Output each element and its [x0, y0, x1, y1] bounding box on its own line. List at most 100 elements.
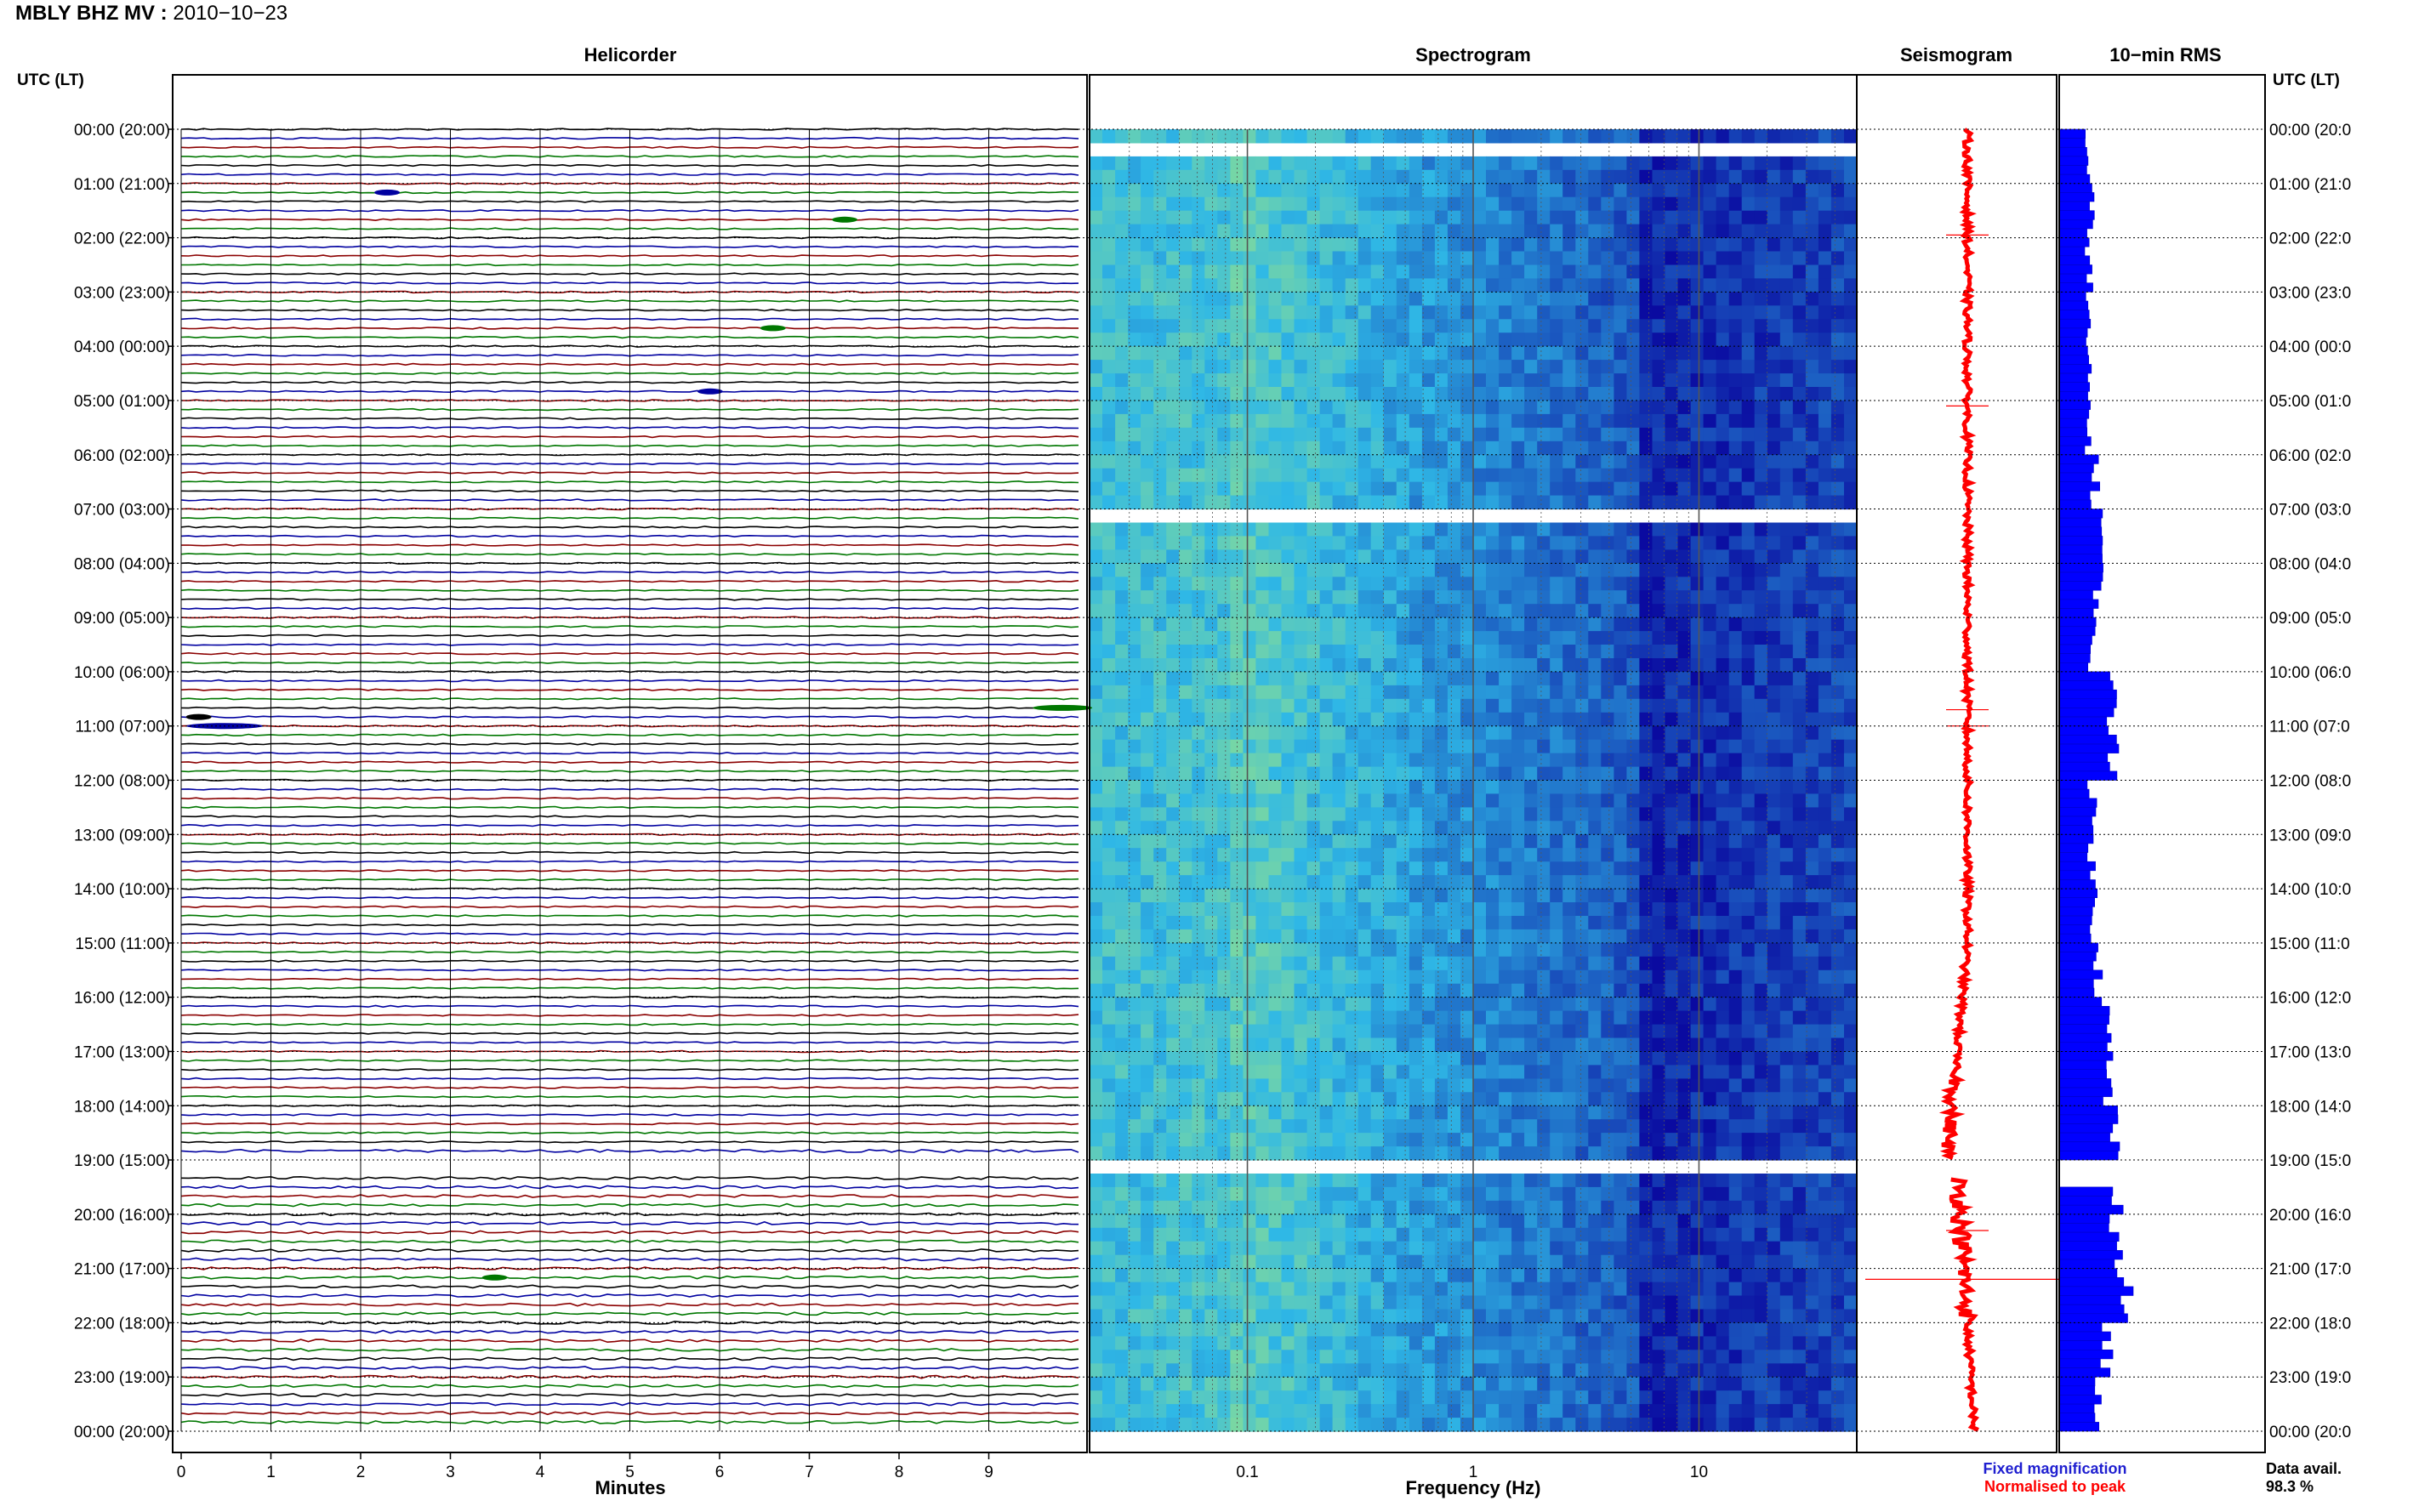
spectrogram-cell [1499, 956, 1512, 971]
spectrogram-cell [1128, 956, 1141, 971]
spectrogram-cell [1677, 264, 1692, 279]
spectrogram-cell [1614, 1268, 1627, 1283]
spectrogram-cell [1473, 861, 1487, 876]
spectrogram-cell [1779, 522, 1794, 537]
spectrogram-cell [1767, 495, 1781, 510]
spectrogram-cell [1383, 1282, 1397, 1297]
spectrogram-cell [1779, 319, 1794, 333]
spectrogram-cell [1537, 224, 1551, 239]
spectrogram-cell [1153, 577, 1167, 591]
spectrogram-cell [1805, 1092, 1819, 1106]
spectrogram-cell [1550, 1282, 1563, 1297]
spectrogram-cell [1754, 916, 1768, 930]
spectrogram-cell [1204, 210, 1218, 225]
spectrogram-cell [1255, 1065, 1269, 1079]
spectrogram-cell [1230, 333, 1244, 347]
spectrogram-cell [1370, 169, 1385, 185]
spectrogram-cell [1383, 196, 1397, 212]
spectrogram-cell [1421, 563, 1436, 577]
spectrogram-cell [1550, 577, 1563, 591]
spectrogram-cell [1460, 861, 1474, 876]
spectrogram-cell [1153, 1010, 1167, 1026]
spectrogram-cell [1588, 495, 1602, 510]
spectrogram-cell [1115, 942, 1129, 958]
spectrogram-cell [1703, 387, 1717, 401]
spectrogram-cell [1383, 658, 1397, 673]
spectrogram-cell [1575, 264, 1589, 279]
spectrogram-cell [1447, 1174, 1461, 1188]
spectrogram-cell [1614, 1092, 1627, 1106]
spectrogram-cell [1728, 278, 1743, 293]
spectrogram-cell [1460, 1024, 1474, 1039]
spectrogram-cell [1217, 1037, 1231, 1052]
spectrogram-cell [1204, 495, 1218, 510]
spectrogram-cell [1115, 1106, 1129, 1120]
spectrogram-cell [1511, 427, 1525, 442]
spectrogram-cell [1677, 1010, 1692, 1026]
spectrogram-cell [1741, 1024, 1756, 1039]
spectrogram-cell [1396, 237, 1410, 253]
spectrogram-cell [1601, 1133, 1614, 1147]
spectrogram-cell [1639, 224, 1653, 239]
spectrogram-cell [1575, 373, 1589, 388]
spectrogram-cell [1421, 1200, 1436, 1215]
spectrogram-cell [1141, 997, 1154, 1012]
spectrogram-cell [1575, 183, 1589, 198]
spectrogram-cell [1166, 739, 1180, 754]
spectrogram-cell [1486, 645, 1500, 659]
spectrogram-cell [1626, 1268, 1640, 1283]
spectrogram-cell [1767, 156, 1781, 171]
spectrogram-cell [1792, 549, 1807, 564]
spectrogram-cell [1805, 169, 1819, 185]
spectrogram-cell [1626, 889, 1640, 903]
spectrogram-cell [1243, 969, 1256, 985]
spectrogram-cell [1281, 129, 1295, 144]
spectrogram-cell [1153, 698, 1167, 713]
spectrogram-cell [1294, 1186, 1308, 1202]
spectrogram-cell [1090, 671, 1103, 686]
spectrogram-cell [1677, 360, 1692, 374]
spectrogram-cell [1626, 156, 1640, 171]
spectrogram-cell [1357, 604, 1372, 618]
spectrogram-cell [1805, 671, 1819, 686]
spectrogram-cell [1614, 305, 1627, 320]
spectrogram-cell [1370, 889, 1385, 903]
spectrogram-cell [1090, 1174, 1103, 1188]
spectrogram-cell [1115, 373, 1129, 388]
spectrogram-cell [1716, 685, 1730, 700]
spectrogram-cell [1601, 780, 1614, 794]
spectrogram-cell [1447, 766, 1461, 782]
spectrogram-cell [1601, 183, 1614, 198]
spectrogram-cell [1754, 780, 1768, 794]
spectrogram-cell [1473, 807, 1487, 821]
spectrogram-cell [1281, 319, 1295, 333]
spectrogram-cell [1345, 658, 1359, 673]
spectrogram-cell [1447, 698, 1461, 713]
spectrogram-cell [1204, 156, 1218, 171]
spectrogram-cell [1434, 834, 1449, 849]
spectrogram-cell [1830, 292, 1845, 306]
spectrogram-cell [1716, 1133, 1730, 1147]
spectrogram-cell [1255, 522, 1269, 537]
spectrogram-cell [1690, 522, 1705, 537]
spectrogram-cell [1217, 1295, 1231, 1310]
spectrogram-cell [1754, 645, 1768, 659]
spectrogram-cell [1102, 292, 1116, 306]
spectrogram-cell [1434, 604, 1449, 618]
spectrogram-cell [1090, 292, 1103, 306]
spectrogram-cell [1818, 821, 1832, 835]
spectrogram-cell [1332, 942, 1346, 958]
spectrogram-cell [1281, 292, 1295, 306]
spectrogram-cell [1128, 237, 1141, 253]
spectrogram-cell [1588, 536, 1602, 550]
spectrogram-cell [1575, 1227, 1589, 1242]
spectrogram-cell [1588, 875, 1602, 890]
spectrogram-cell [1690, 658, 1705, 673]
spectrogram-cell [1626, 577, 1640, 591]
spectrogram-cell [1652, 319, 1666, 333]
spectrogram-cell [1844, 658, 1858, 673]
spectrogram-cell [1268, 468, 1283, 483]
spectrogram-cell [1306, 889, 1321, 903]
spectrogram-cell [1332, 821, 1346, 835]
spectrogram-cell [1601, 1200, 1614, 1215]
